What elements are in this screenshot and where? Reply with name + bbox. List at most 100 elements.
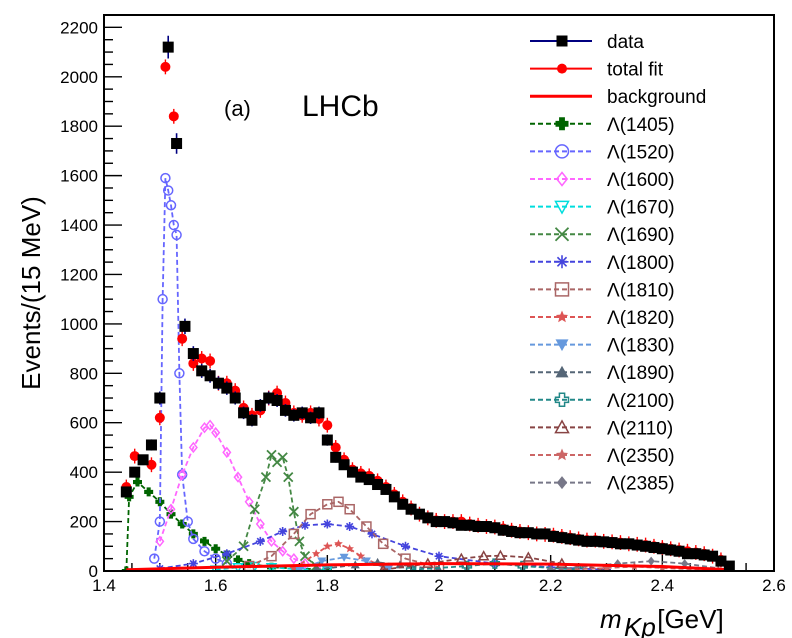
legend-entry: Λ(2350) (530, 446, 675, 467)
data-point (187, 348, 199, 360)
x-tick-label: 2.4 (651, 576, 675, 595)
data-point (480, 521, 492, 533)
data-point (522, 527, 534, 539)
legend-marker (555, 339, 569, 352)
x-tick-label: 2.6 (762, 576, 786, 595)
component-curve (153, 177, 228, 565)
component-point (265, 562, 278, 571)
data-point (196, 365, 208, 377)
legend-label: Λ(1520) (607, 142, 675, 163)
component-point (602, 563, 611, 571)
component-point (182, 516, 193, 527)
fit-point (154, 412, 165, 423)
legend-marker (554, 282, 570, 297)
data-point (707, 550, 719, 562)
legend-label: Λ(1600) (607, 170, 675, 191)
x-axis-title-unit: [GeV] (650, 604, 724, 634)
background-curve (126, 562, 730, 571)
data-point (539, 528, 551, 540)
legend-entry: Λ(1670) (530, 198, 675, 219)
legend-entry: Λ(1600) (530, 170, 675, 191)
series-1520 (149, 172, 233, 569)
data-point (489, 522, 501, 534)
data-point (573, 534, 585, 546)
component-point (211, 544, 221, 554)
component-point (174, 368, 185, 379)
y-tick-label: 1400 (60, 216, 98, 235)
legend-entry: Λ(1890) (530, 363, 675, 384)
component-point (165, 200, 177, 211)
data-point (556, 532, 568, 544)
component-point (244, 559, 254, 569)
x-tick-label: 1.6 (204, 576, 228, 595)
x-axis-title-main: m (600, 604, 622, 634)
component-point (345, 522, 355, 532)
data-point (162, 41, 174, 53)
data-point (137, 454, 149, 466)
data-point (581, 535, 593, 547)
data-point (506, 525, 518, 537)
data-point (464, 519, 476, 531)
data-point (665, 544, 677, 556)
data-point (204, 370, 216, 382)
legend-entry: total fit (530, 60, 664, 81)
legend-marker (555, 255, 569, 269)
data-point (531, 528, 543, 540)
legend-entry: Λ(2385) (530, 474, 675, 495)
component-point (573, 564, 584, 571)
component-point (334, 539, 343, 548)
legend-entry: data (530, 32, 644, 53)
data-point (439, 516, 451, 528)
series-1810 (243, 496, 445, 571)
data-point (129, 466, 141, 478)
x-tick-label: 2 (434, 576, 443, 595)
data-point (338, 459, 350, 471)
component-point (547, 565, 555, 571)
component-point (277, 452, 288, 463)
component-point (155, 535, 165, 548)
panel-label: (a) (224, 96, 251, 121)
legend-entry: Λ(1800) (530, 253, 675, 274)
x-axis-title: m Kp [GeV] (600, 604, 724, 638)
data-point (246, 414, 258, 426)
data-point (355, 471, 367, 483)
component-point (278, 526, 288, 536)
component-point (367, 529, 377, 539)
component-point (361, 557, 371, 566)
legend-label: Λ(1810) (607, 280, 675, 301)
component-point (255, 536, 265, 546)
y-tick-label: 2000 (60, 68, 98, 87)
data-point (715, 555, 727, 567)
legend-label: Λ(1670) (607, 198, 675, 219)
component-point (168, 219, 180, 231)
data-point (238, 407, 250, 419)
component-point (401, 541, 410, 551)
fit-point (196, 353, 207, 364)
legend-marker (555, 365, 569, 378)
component-point (647, 556, 655, 566)
data-point (673, 545, 685, 557)
legend-label: Λ(2350) (607, 446, 675, 467)
data-point (631, 539, 643, 551)
series-1830 (294, 553, 394, 571)
legend-marker (554, 144, 570, 159)
data-point (405, 503, 417, 515)
data-point (263, 392, 275, 404)
legend-marker (555, 117, 569, 131)
data-point (447, 517, 459, 529)
legend-marker (555, 171, 569, 187)
data-point (497, 524, 509, 536)
data-point (120, 486, 132, 498)
legend-label: total fit (607, 60, 664, 81)
component-point (233, 471, 243, 483)
component-point (322, 519, 332, 529)
legend-entry: Λ(1690) (530, 225, 675, 246)
component-point (434, 551, 444, 561)
data-point (346, 466, 358, 478)
fit-point (322, 420, 333, 431)
component-point (255, 518, 265, 530)
data-point (179, 320, 191, 332)
component-point (311, 549, 321, 558)
legend-label: Λ(1830) (607, 336, 675, 357)
component-point (489, 558, 501, 569)
